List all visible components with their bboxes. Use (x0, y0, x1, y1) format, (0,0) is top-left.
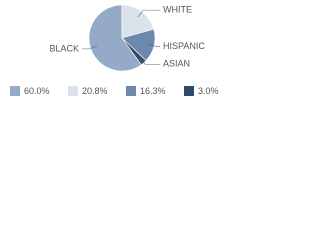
legend-label: 16.3% (140, 86, 166, 96)
legend-swatch (10, 86, 20, 96)
leader-line (82, 45, 98, 50)
slice-label: ASIAN (163, 59, 190, 69)
legend-label: 60.0% (24, 86, 50, 96)
chart: BLACK WHITE HISPANIC ASIAN 60.0% 20.8% 16.3% 3.… (10, 4, 219, 96)
legend-label: 3.0% (198, 86, 219, 96)
legend-swatch (126, 86, 136, 96)
page: BLACK WHITE HISPANIC ASIAN 60.0% 20.8% 16.3% 3.… (0, 0, 320, 100)
legend-swatch (184, 86, 194, 96)
slice-label: BLACK (49, 43, 79, 53)
leader-line (147, 44, 160, 47)
slice-label: HISPANIC (163, 41, 205, 51)
leader-line (139, 57, 160, 65)
legend-label: 20.8% (82, 86, 108, 96)
leader-line (137, 9, 160, 18)
legend-swatch (68, 86, 78, 96)
slice-label: WHITE (163, 4, 192, 14)
